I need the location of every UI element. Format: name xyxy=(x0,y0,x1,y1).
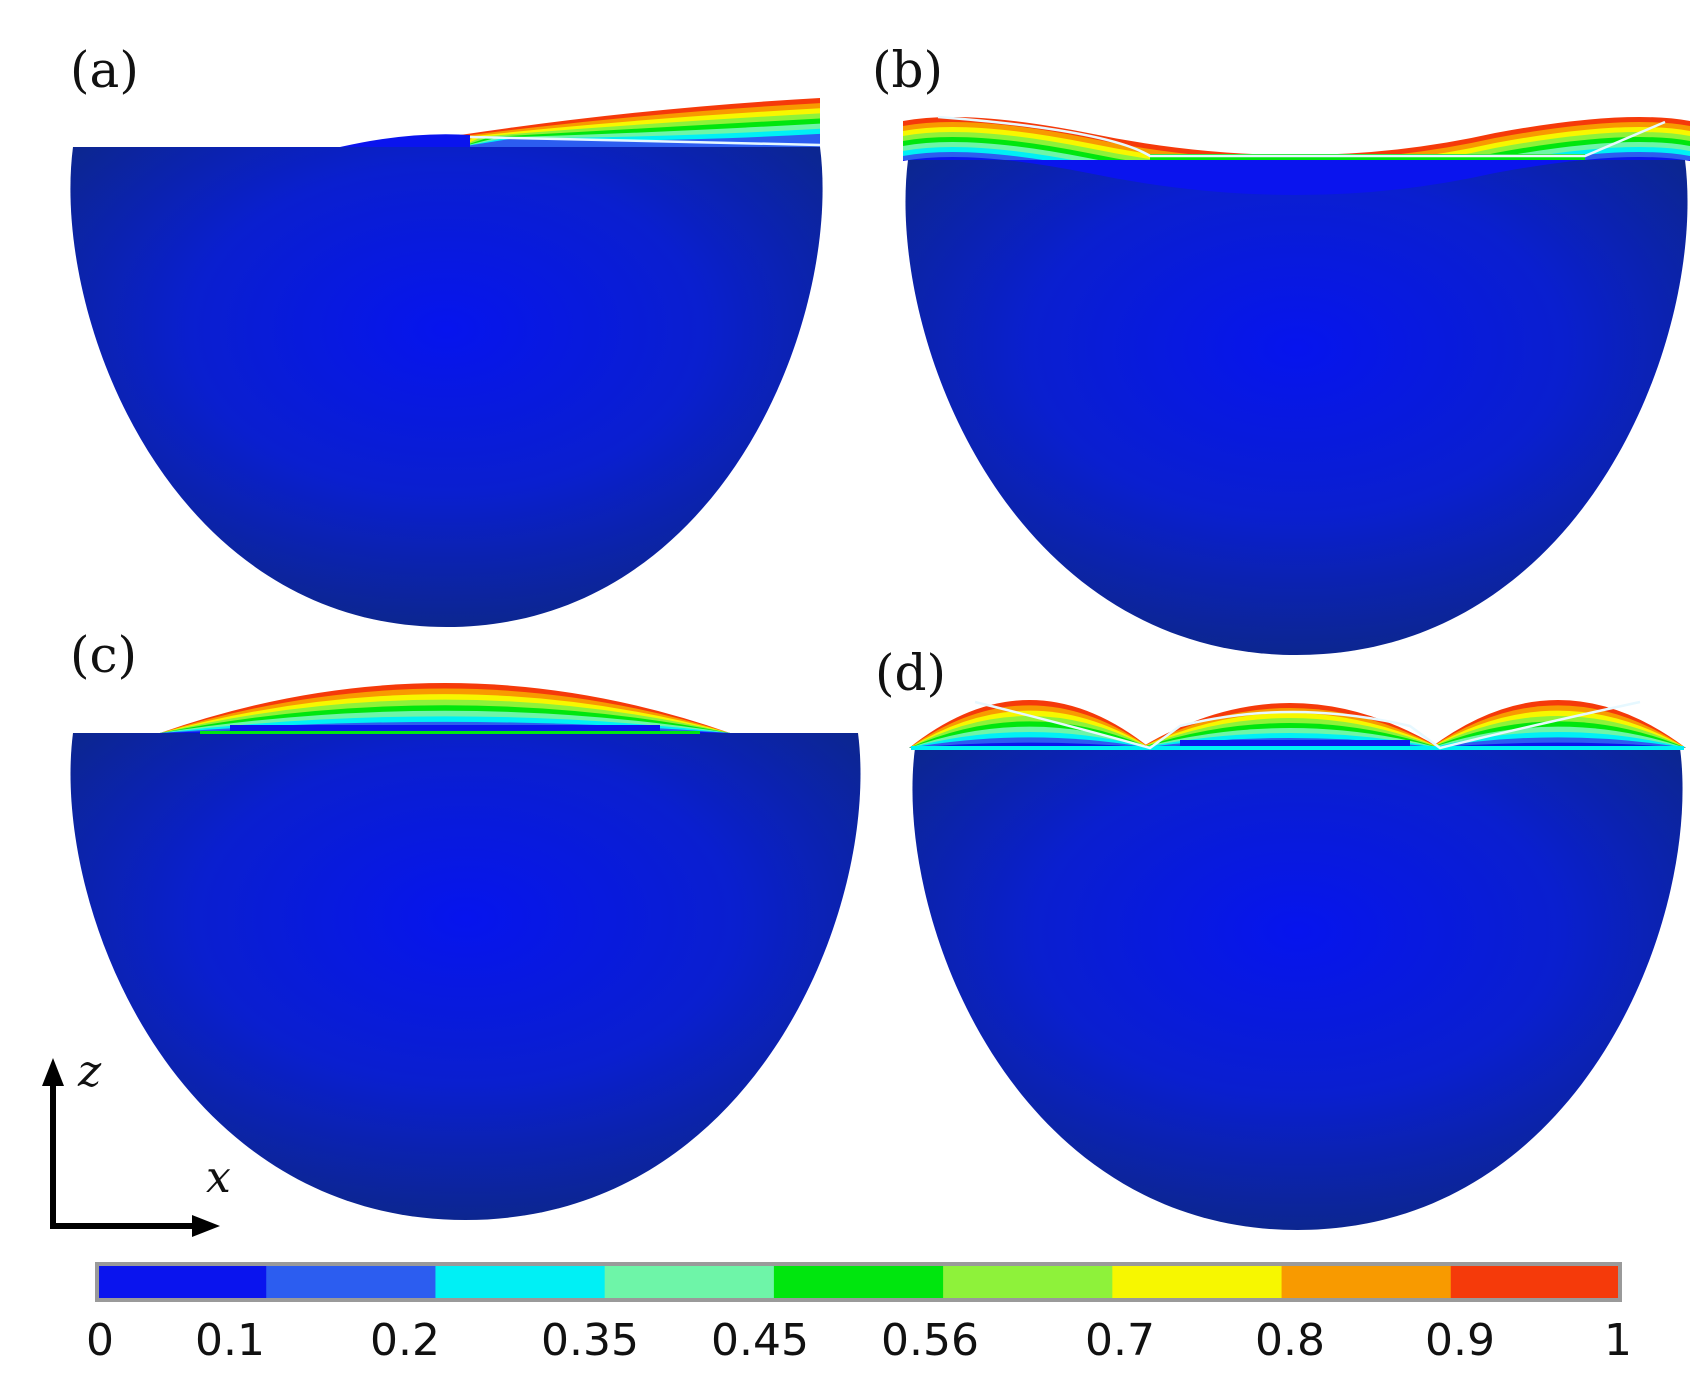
panel-label-b: (b) xyxy=(872,41,943,99)
wave-foot xyxy=(340,134,470,147)
colorbar-segment xyxy=(266,1264,436,1300)
colorbar-ticks: 0 0.1 0.2 0.35 0.45 0.56 0.7 0.8 0.9 1 xyxy=(86,1315,1632,1366)
panel-d xyxy=(909,700,1686,1230)
colorbar-segment xyxy=(1281,1264,1452,1300)
colorbar-tick-label: 0.45 xyxy=(711,1315,809,1366)
colorbar-tick-label: 1 xyxy=(1604,1315,1632,1366)
panel-b xyxy=(903,115,1690,655)
colorbar-segment xyxy=(773,1264,944,1300)
panel-label-a: (a) xyxy=(70,41,139,99)
shell-body xyxy=(905,160,1688,655)
z-axis-label: z xyxy=(77,1046,102,1097)
colorbar-segment xyxy=(1112,1264,1283,1300)
colorbar-tick-label: 0.56 xyxy=(881,1315,979,1366)
middle-base-stripe xyxy=(1180,740,1410,748)
panel-c xyxy=(70,683,861,1220)
peak-band xyxy=(903,157,1690,195)
colorbar-tick-label: 0.1 xyxy=(195,1315,265,1366)
panel-label-c: (c) xyxy=(70,626,137,684)
colorbar-tick-label: 0.35 xyxy=(541,1315,639,1366)
colorbar-tick-label: 0 xyxy=(86,1315,114,1366)
bump-base-line xyxy=(200,731,700,734)
axis-indicator: z x xyxy=(42,1046,231,1237)
colorbar-tick-label: 0.8 xyxy=(1255,1315,1325,1366)
rim-edge-line xyxy=(974,700,1641,750)
colorbar-segment xyxy=(943,1264,1113,1300)
colorbar-segment xyxy=(435,1264,606,1300)
x-axis-label: x xyxy=(206,1152,231,1203)
rim-edge-line xyxy=(469,135,821,147)
shell-body xyxy=(912,748,1683,1230)
colorbar-tick-label: 0.9 xyxy=(1425,1315,1495,1366)
shell-body xyxy=(70,733,861,1220)
colorbar-segment xyxy=(97,1264,267,1300)
colorbar-tick-label: 0.2 xyxy=(370,1315,440,1366)
rim-stripe xyxy=(911,746,1684,750)
rim-edge-line xyxy=(937,115,1666,158)
x-arrow-head-icon xyxy=(192,1215,220,1237)
colorbar-segment xyxy=(1450,1264,1621,1300)
shell-body xyxy=(70,147,823,627)
z-arrow-head-icon xyxy=(42,1058,64,1086)
colorbar-segment xyxy=(604,1264,775,1300)
colorbar-border xyxy=(95,1262,1622,1302)
colorbar xyxy=(95,1262,1622,1302)
bump-base-stripe xyxy=(230,725,660,733)
colorbar-tick-label: 0.7 xyxy=(1085,1315,1155,1366)
panel-label-d: (d) xyxy=(875,644,946,702)
panel-a xyxy=(70,98,823,627)
